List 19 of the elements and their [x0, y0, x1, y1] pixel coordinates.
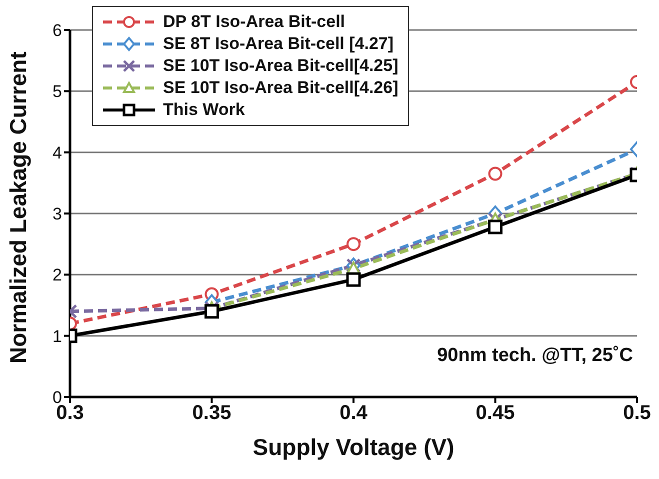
annotation: 90nm tech. @TT, 25˚C	[437, 345, 633, 367]
legend-label: SE 10T Iso-Area Bit-cell[4.26]	[163, 78, 398, 98]
legend-label: SE 8T Iso-Area Bit-cell [4.27]	[163, 34, 394, 54]
x-axis-title: Supply Voltage (V)	[252, 434, 454, 460]
legend-label: SE 10T Iso-Area Bit-cell[4.25]	[163, 56, 398, 76]
x-tick-label: 0.5	[623, 402, 651, 424]
y-tick-label: 6	[52, 21, 62, 40]
y-tick-label: 3	[52, 204, 62, 224]
y-tick-label: 2	[52, 266, 62, 285]
legend-label: This Work	[163, 100, 245, 120]
x-tick-label: 0.35	[192, 402, 232, 424]
x-tick-label: 0.45	[476, 402, 515, 424]
y-tick-label: 1	[52, 326, 62, 346]
y-axis-title: Normalized Leakage Current	[5, 51, 32, 364]
y-tick-label: 4	[52, 143, 62, 162]
x-tick-label: 0.3	[56, 402, 84, 424]
x-tick-label: 0.4	[340, 402, 368, 424]
legend-label: DP 8T Iso-Area Bit-cell	[163, 12, 346, 32]
y-tick-label: 5	[52, 82, 62, 102]
